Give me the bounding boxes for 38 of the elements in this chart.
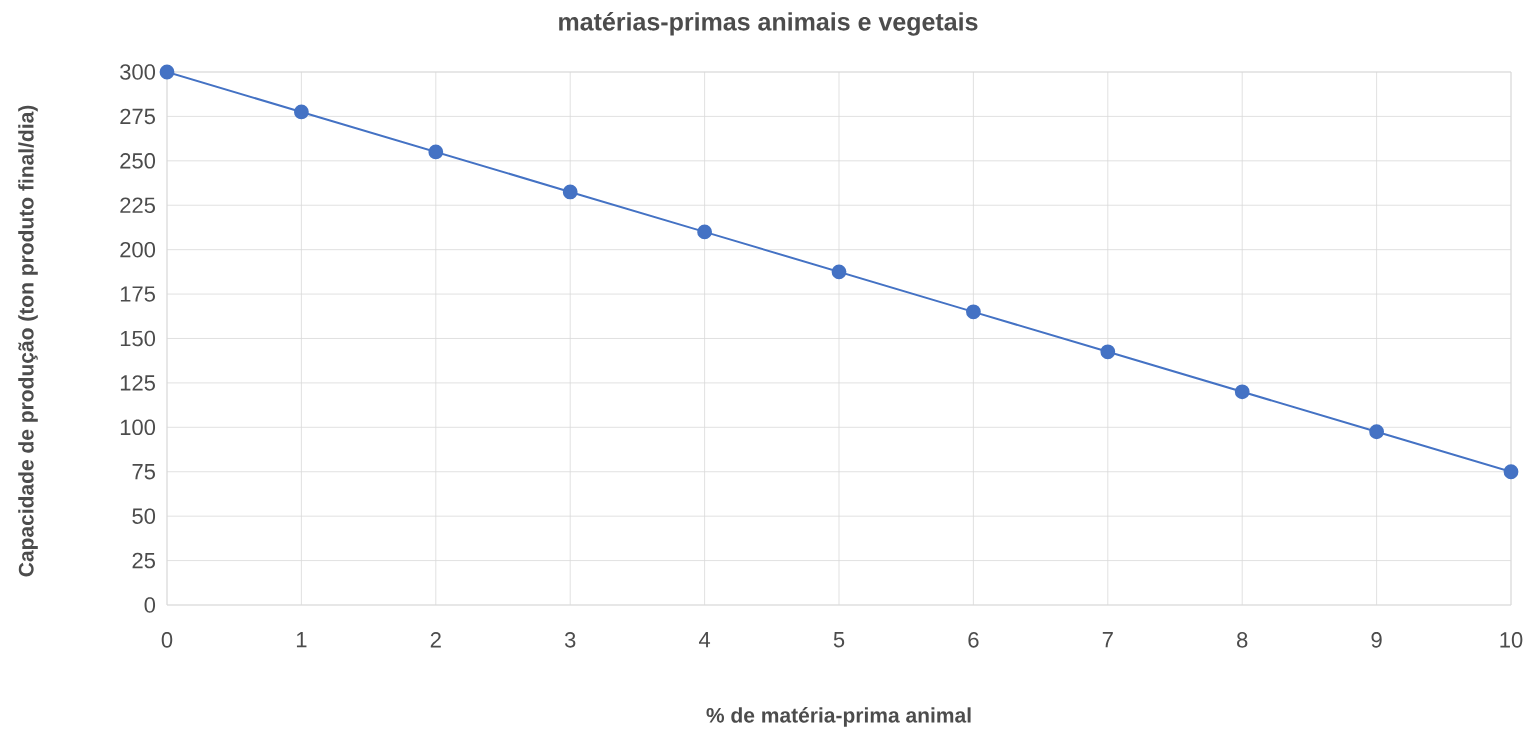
- point: [428, 144, 444, 160]
- x-tick-label: 7: [1102, 632, 1113, 648]
- y-tick-label: 275: [120, 108, 155, 125]
- y-tick-label: 100: [120, 419, 156, 436]
- point: [831, 264, 847, 280]
- x-tick-label: 10: [1500, 632, 1523, 648]
- y-tick-label: 125: [120, 375, 155, 391]
- x-tick-label: 2: [430, 632, 441, 648]
- point: [562, 184, 578, 200]
- y-tick-label: 150: [120, 330, 156, 347]
- y-tick-label: 0: [144, 597, 156, 613]
- y-tick-label: 300: [120, 64, 156, 80]
- x-tick-label: 8: [1237, 632, 1248, 648]
- x-axis-title: % de matéria-prima animal: [706, 707, 971, 727]
- chart-title: matérias-primas animais e vegetais: [559, 12, 978, 36]
- x-tick-label: 5: [833, 632, 845, 648]
- x-tick-label: 4: [698, 632, 711, 648]
- point: [159, 64, 175, 80]
- x-tick-label: 6: [968, 632, 979, 648]
- point: [697, 224, 713, 240]
- y-tick-label: 200: [120, 241, 156, 258]
- x-tick-label: 3: [564, 632, 576, 648]
- point: [294, 104, 309, 120]
- y-tick-label: 225: [120, 197, 155, 214]
- x-tick-label: 1: [296, 632, 307, 648]
- point: [966, 304, 981, 320]
- point: [1503, 464, 1519, 480]
- point: [1369, 424, 1384, 440]
- y-tick-label: 25: [132, 552, 155, 569]
- x-tick-label: 0: [161, 632, 173, 648]
- y-tick-label: 75: [132, 464, 155, 480]
- point: [1234, 384, 1250, 400]
- point: [1100, 344, 1116, 360]
- y-axis-title: Capacidade de produção (ton produto final/dia): [18, 105, 38, 577]
- y-tick-label: 50: [132, 508, 156, 524]
- y-tick-label: 250: [120, 153, 156, 169]
- x-tick-label: 9: [1371, 632, 1382, 648]
- y-tick-label: 175: [120, 286, 155, 302]
